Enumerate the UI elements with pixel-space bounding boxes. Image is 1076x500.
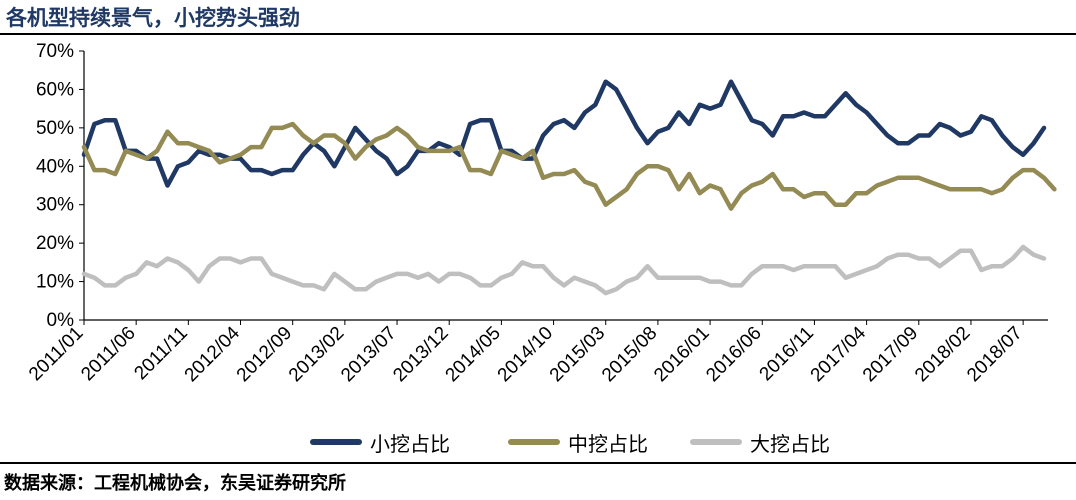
chart-series	[81, 79, 1057, 296]
chart-title: 各机型持续景气，小挖势头强劲	[6, 6, 300, 30]
y-tick-label: 20%	[36, 233, 74, 254]
legend-label-medium: 中挖占比	[568, 431, 648, 456]
top-divider	[0, 33, 1076, 35]
bottom-divider	[0, 462, 1076, 464]
x-tick-label: 2018/02	[911, 323, 974, 386]
legend-label-small: 小挖占比	[370, 431, 450, 456]
legend-item-large: 大挖占比	[690, 428, 830, 456]
x-tick-label: 2016/01	[650, 323, 713, 386]
y-tick-label: 30%	[36, 195, 74, 216]
medium-excavator-line	[81, 121, 1057, 211]
x-tick-label: 2015/08	[598, 323, 661, 386]
y-tick-label: 0%	[47, 310, 75, 331]
x-tick-label: 2016/11	[756, 323, 818, 385]
legend-swatch-small	[310, 439, 362, 445]
legend-swatch-medium	[508, 439, 560, 445]
x-tick-label: 2016/06	[702, 323, 765, 386]
x-tick-label: 2013/02	[285, 323, 348, 386]
x-tick-label: 2013/12	[389, 323, 452, 386]
x-tick-label: 2014/05	[442, 323, 505, 386]
x-tick-label: 2014/10	[494, 323, 557, 386]
source-note: 数据来源：工程机械协会，东吴证券研究所	[4, 473, 346, 494]
legend-swatch-large	[690, 439, 742, 445]
y-tick-label: 70%	[36, 41, 74, 62]
y-tick-label: 10%	[36, 272, 74, 293]
line-chart: 0%10%20%30%40%50%60%70%2011/012011/06201…	[25, 41, 1057, 386]
small-excavator-line	[81, 79, 1047, 188]
y-tick-label: 50%	[36, 118, 74, 139]
chart-axes: 0%10%20%30%40%50%60%70%2011/012011/06201…	[25, 41, 1048, 386]
legend-item-small: 小挖占比	[310, 428, 450, 456]
x-tick-label: 2017/09	[859, 323, 922, 386]
x-tick-label: 2017/04	[807, 322, 871, 386]
x-tick-label: 2018/07	[963, 323, 1026, 386]
x-tick-label: 2015/03	[546, 323, 609, 386]
chart-legend: 小挖占比 中挖占比 大挖占比	[0, 428, 1076, 456]
large-excavator-line	[81, 244, 1047, 296]
x-tick-label: 2011/06	[77, 323, 139, 385]
legend-label-large: 大挖占比	[750, 431, 830, 456]
x-tick-label: 2011/11	[130, 323, 191, 384]
x-tick-label: 2012/04	[181, 322, 245, 386]
y-tick-label: 60%	[36, 79, 74, 100]
x-tick-label: 2011/01	[25, 323, 87, 385]
x-tick-label: 2013/07	[337, 323, 400, 386]
x-tick-label: 2012/09	[233, 323, 296, 386]
legend-item-medium: 中挖占比	[508, 428, 648, 456]
y-tick-label: 40%	[36, 156, 74, 177]
